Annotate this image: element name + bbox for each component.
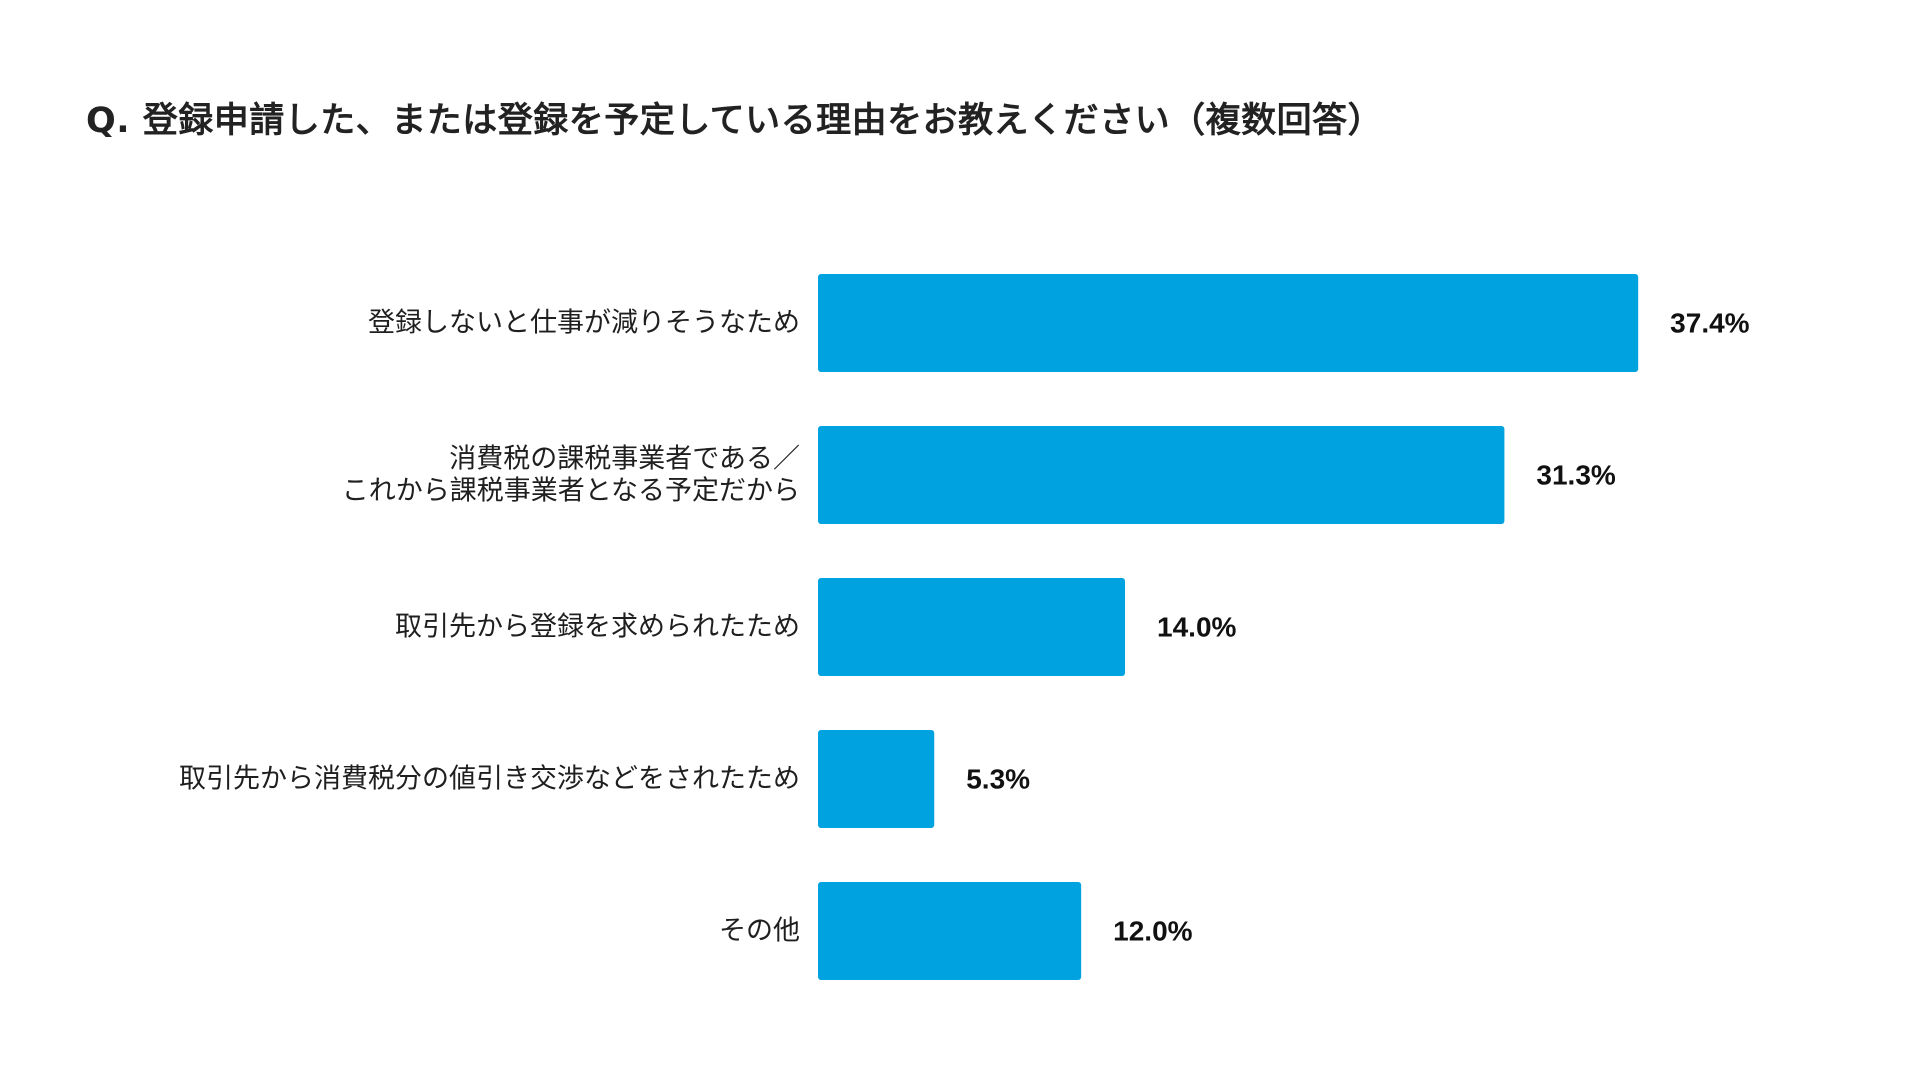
category-label-3: 取引先から消費税分の値引き交渉などをされたため (179, 764, 800, 795)
bar-2 (818, 578, 1126, 676)
chart-title: Q. 登録申請した、または登録を予定している理由をお教えください（複数回答） (86, 101, 1384, 141)
bar-3 (818, 730, 935, 828)
category-label-4: その他 (719, 916, 800, 947)
bar-1 (818, 426, 1505, 524)
category-label-2: 取引先から登録を求められたため (395, 612, 800, 643)
value-label-2: 14.0% (1157, 612, 1236, 643)
value-label-1: 31.3% (1536, 460, 1615, 491)
category-label-1-line-0: 消費税の課税事業者である／ (449, 444, 800, 475)
value-label-4: 12.0% (1113, 916, 1192, 947)
bars-group: 登録しないと仕事が減りそうなため 37.4% 消費税の課税事業者である／これから課税… (179, 274, 1750, 980)
value-label-3: 5.3% (966, 764, 1030, 795)
bar-4 (818, 882, 1082, 980)
category-label-1-line-1: これから課税事業者となる予定だから (342, 476, 800, 507)
value-label-0: 37.4% (1670, 308, 1749, 339)
bar-0 (818, 274, 1639, 372)
category-label-0: 登録しないと仕事が減りそうなため (368, 308, 800, 339)
